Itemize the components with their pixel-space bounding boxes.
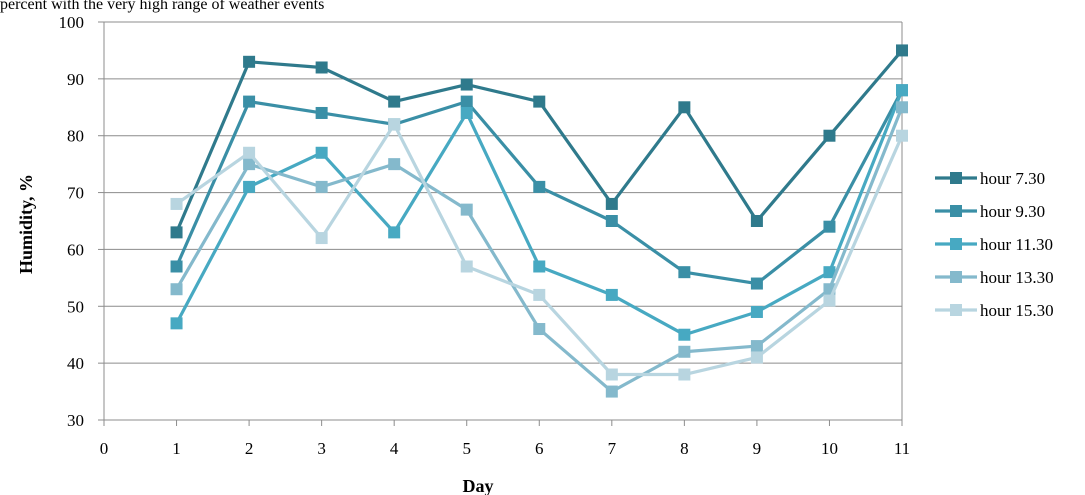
y-tick-30: 30 xyxy=(67,411,84,430)
point-s5-day2 xyxy=(243,146,256,159)
point-s1-day6 xyxy=(533,95,546,108)
point-s3-day8 xyxy=(678,328,691,341)
legend-marker-2 xyxy=(950,205,962,217)
point-s3-day3 xyxy=(315,146,328,159)
point-s3-day9 xyxy=(750,305,763,318)
point-s3-day11 xyxy=(896,84,908,97)
point-s1-day3 xyxy=(315,61,328,74)
point-s2-day2 xyxy=(243,95,256,108)
y-tick-60: 60 xyxy=(67,240,84,259)
gridlines xyxy=(104,21,902,421)
point-s5-day6 xyxy=(533,288,546,301)
point-s2-day10 xyxy=(823,220,836,233)
x-tick-5: 5 xyxy=(462,439,471,458)
x-tick-1: 1 xyxy=(172,439,181,458)
point-s2-day9 xyxy=(750,277,763,290)
point-s2-day6 xyxy=(533,180,546,193)
x-tick-labels: 0 1 2 3 4 5 6 7 8 9 10 11 xyxy=(100,439,910,458)
point-s3-day4 xyxy=(388,226,401,239)
point-s2-day7 xyxy=(605,215,618,227)
x-axis-title: Day xyxy=(463,476,494,495)
legend-label-2: hour 9.30 xyxy=(980,202,1045,221)
point-s2-day3 xyxy=(315,106,328,119)
point-s5-day1 xyxy=(170,197,183,210)
x-tick-0: 0 xyxy=(100,439,109,458)
legend-label-4: hour 13.30 xyxy=(980,268,1054,287)
axes xyxy=(98,21,903,426)
point-s3-day10 xyxy=(823,266,836,279)
point-s3-day5 xyxy=(460,106,473,119)
point-s4-day3 xyxy=(315,180,328,193)
legend-marker-4 xyxy=(950,271,962,283)
point-s5-day10 xyxy=(823,294,836,307)
point-s4-day2 xyxy=(243,158,256,171)
y-tick-90: 90 xyxy=(67,70,84,89)
legend-marker-5 xyxy=(950,304,962,316)
point-s1-day7 xyxy=(605,197,618,210)
x-tick-6: 6 xyxy=(535,439,544,458)
point-s5-day7 xyxy=(605,368,618,381)
point-s1-day2 xyxy=(243,55,256,68)
point-s4-day9 xyxy=(750,340,763,353)
series-line-1 xyxy=(175,49,904,233)
point-s1-day5 xyxy=(460,78,473,91)
legend-label-5: hour 15.30 xyxy=(980,301,1054,320)
point-s1-day10 xyxy=(823,129,836,142)
y-tick-40: 40 xyxy=(67,354,84,373)
point-s1-day1 xyxy=(170,226,183,239)
legend-marker-1 xyxy=(950,172,962,184)
point-s2-day5 xyxy=(460,95,473,108)
point-s4-day6 xyxy=(533,323,546,336)
point-s5-day3 xyxy=(315,232,328,245)
x-tick-3: 3 xyxy=(317,439,326,458)
point-s1-day11 xyxy=(896,44,908,57)
y-tick-100: 100 xyxy=(59,13,85,32)
legend-label-1: hour 7.30 xyxy=(980,169,1045,188)
y-axis-title: Humidity, % xyxy=(16,174,36,274)
point-s5-day11 xyxy=(896,129,908,142)
point-s3-day2 xyxy=(243,180,256,193)
point-s1-day4 xyxy=(388,95,401,108)
point-s3-day1 xyxy=(170,317,183,330)
legend-marker-3 xyxy=(950,238,962,250)
point-s1-day8 xyxy=(678,101,691,114)
point-s2-day1 xyxy=(170,260,183,273)
figure-caption-fragment: percent with the very high range of weat… xyxy=(0,0,325,13)
x-tick-7: 7 xyxy=(608,439,617,458)
point-s5-day4 xyxy=(388,118,401,131)
point-s2-day8 xyxy=(678,266,691,279)
y-tick-70: 70 xyxy=(67,184,84,203)
legend: hour 7.30 hour 9.30 hour 11.30 hour 13.30 ho… xyxy=(935,169,1054,320)
point-s5-day8 xyxy=(678,368,691,381)
point-s3-day7 xyxy=(605,288,618,301)
y-tick-50: 50 xyxy=(67,297,84,316)
point-s4-day7 xyxy=(605,385,618,398)
x-tick-2: 2 xyxy=(245,439,254,458)
y-tick-80: 80 xyxy=(67,127,84,146)
x-tick-9: 9 xyxy=(753,439,762,458)
point-s4-day8 xyxy=(678,345,691,358)
point-s4-day5 xyxy=(460,203,473,216)
point-s4-day4 xyxy=(388,158,401,171)
point-s5-day9 xyxy=(750,351,763,364)
point-s4-day11 xyxy=(896,101,908,114)
point-s3-day6 xyxy=(533,260,546,273)
x-tick-11: 11 xyxy=(894,439,910,458)
point-s4-day1 xyxy=(170,283,183,296)
y-tick-labels: 30 40 50 60 70 80 90 100 xyxy=(59,13,85,430)
x-tick-10: 10 xyxy=(821,439,838,458)
legend-label-3: hour 11.30 xyxy=(980,235,1053,254)
point-s1-day9 xyxy=(750,215,763,227)
series-lines xyxy=(170,44,908,398)
x-tick-4: 4 xyxy=(390,439,399,458)
x-tick-8: 8 xyxy=(680,439,689,458)
point-s5-day5 xyxy=(460,260,473,273)
